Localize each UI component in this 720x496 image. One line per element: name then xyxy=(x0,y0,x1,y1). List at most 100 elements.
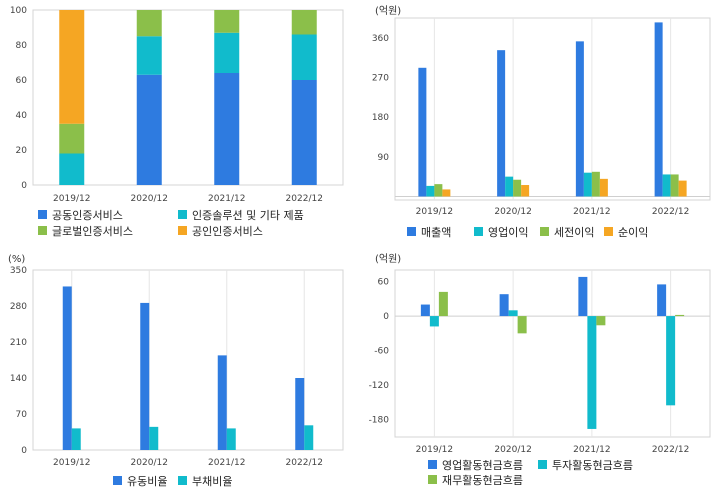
y-tick-label: -60 xyxy=(374,347,389,357)
y-tick-label: 280 xyxy=(10,302,27,312)
legend-label: 세전이익 xyxy=(554,226,594,239)
y-tick-label: 140 xyxy=(10,374,27,384)
legend-swatch xyxy=(428,475,437,484)
x-tick-label: 2019/12 xyxy=(416,207,453,217)
legend-label: 순이익 xyxy=(618,226,648,239)
y-tick-label: 360 xyxy=(372,34,389,44)
legend-swatch xyxy=(178,476,187,485)
legend-label: 글로벌인증서비스 xyxy=(52,225,133,238)
bar-영업이익 xyxy=(505,176,514,197)
bar-유동비율 xyxy=(140,302,150,450)
bar-영업이익 xyxy=(662,174,671,197)
x-tick-label: 2020/12 xyxy=(494,445,531,455)
legend-swatch xyxy=(178,210,187,219)
x-tick-label: 2021/12 xyxy=(208,194,245,204)
legend-swatch xyxy=(407,227,416,236)
y-tick-label: 0 xyxy=(383,312,389,322)
y-tick-label: 20 xyxy=(16,146,28,156)
bar-세전이익 xyxy=(434,184,443,197)
bar-세전이익 xyxy=(670,174,679,197)
bar-재무활동현금흐름 xyxy=(675,314,685,317)
bar-공동인증서비스 xyxy=(136,74,162,185)
plot-area xyxy=(32,9,344,186)
legend-swatch xyxy=(38,210,47,219)
bar-부채비율 xyxy=(304,425,314,450)
bar-부채비율 xyxy=(71,428,81,450)
legend-label: 매출액 xyxy=(421,226,451,239)
bar-유동비율 xyxy=(295,378,305,450)
x-tick-label: 2020/12 xyxy=(494,207,531,217)
y-tick-label: 270 xyxy=(372,73,389,83)
bar-인증솔루션 및 기타 제품 xyxy=(136,36,162,75)
legend-swatch xyxy=(604,227,613,236)
y-tick-label: 100 xyxy=(10,6,27,16)
unit-label: (억원) xyxy=(375,253,401,265)
bar-공인인증서비스 xyxy=(59,10,85,124)
bar-재무활동현금흐름 xyxy=(596,316,606,326)
x-tick-label: 2021/12 xyxy=(208,458,245,468)
x-tick-label: 2021/12 xyxy=(573,207,610,217)
plot-area xyxy=(32,269,344,451)
plot-area xyxy=(394,17,711,201)
legend-label: 인증솔루션 및 기타 제품 xyxy=(192,209,304,222)
y-tick-label: -180 xyxy=(369,416,390,426)
legend-label: 공동인증서비스 xyxy=(52,209,123,222)
bar-매출액 xyxy=(497,50,506,197)
x-tick-label: 2022/12 xyxy=(286,458,323,468)
y-tick-label: 180 xyxy=(372,113,389,123)
legend-label: 투자활동현금흐름 xyxy=(552,458,633,472)
bar-글로벌인증서비스 xyxy=(214,10,240,33)
x-tick-label: 2020/12 xyxy=(131,194,168,204)
unit-label: (억원) xyxy=(375,5,401,17)
legend-swatch xyxy=(540,227,549,236)
y-tick-label: 0 xyxy=(21,446,27,456)
legend-label: 영업활동현금흐름 xyxy=(442,458,523,472)
y-tick-label: 0 xyxy=(21,181,27,191)
bar-공동인증서비스 xyxy=(214,73,240,185)
bar-공동인증서비스 xyxy=(291,80,317,185)
x-tick-label: 2022/12 xyxy=(652,445,689,455)
bar-영업활동현금흐름 xyxy=(657,284,667,317)
unit-label: (%) xyxy=(8,254,25,265)
x-tick-label: 2022/12 xyxy=(652,207,689,217)
legend-swatch xyxy=(178,226,187,235)
bar-순이익 xyxy=(599,178,608,197)
bar-세전이익 xyxy=(513,179,522,197)
legend-label: 부채비율 xyxy=(192,475,232,488)
x-tick-label: 2022/12 xyxy=(286,194,323,204)
legend-label: 재무활동현금흐름 xyxy=(442,473,523,487)
y-tick-label: 350 xyxy=(10,266,27,276)
legend-label: 영업이익 xyxy=(488,226,528,239)
bar-부채비율 xyxy=(226,428,236,450)
x-tick-label: 2019/12 xyxy=(53,458,90,468)
y-tick-label: 210 xyxy=(10,338,27,348)
y-tick-label: 80 xyxy=(16,41,28,51)
bar-영업이익 xyxy=(426,185,435,197)
legend-swatch xyxy=(474,227,483,236)
bar-재무활동현금흐름 xyxy=(517,316,527,334)
legend-swatch xyxy=(113,476,122,485)
legend-label: 유동비율 xyxy=(127,475,167,488)
bar-인증솔루션 및 기타 제품 xyxy=(291,34,317,80)
bar-인증솔루션 및 기타 제품 xyxy=(59,153,85,185)
chart-4: -180 -120 -60 0 60 (억원) 2019/12 2020/12 2021/12 2… xyxy=(369,253,711,487)
bar-매출액 xyxy=(575,41,584,197)
y-tick-label: 90 xyxy=(378,153,390,163)
bar-투자활동현금흐름 xyxy=(666,316,676,406)
bar-매출액 xyxy=(654,22,663,197)
bar-글로벌인증서비스 xyxy=(291,10,317,35)
bar-영업활동현금흐름 xyxy=(499,294,509,317)
bar-부채비율 xyxy=(149,426,159,450)
y-tick-label: 60 xyxy=(378,278,390,288)
chart-3: 0 70 140 210 280 350(%) 2019/12 2020/12 2021/12 2… xyxy=(8,254,344,488)
y-tick-label: -120 xyxy=(369,381,390,391)
bar-재무활동현금흐름 xyxy=(438,291,448,317)
y-tick-label: 70 xyxy=(16,410,28,420)
y-tick-label: 40 xyxy=(16,111,28,121)
bar-투자활동현금흐름 xyxy=(508,310,518,317)
bar-매출액 xyxy=(418,67,427,197)
bar-투자활동현금흐름 xyxy=(587,316,597,429)
x-tick-label: 2020/12 xyxy=(131,458,168,468)
chart-1: 0 20 40 60 80 100 2019/12 2020/12 2021/12 2022/12… xyxy=(10,6,344,238)
